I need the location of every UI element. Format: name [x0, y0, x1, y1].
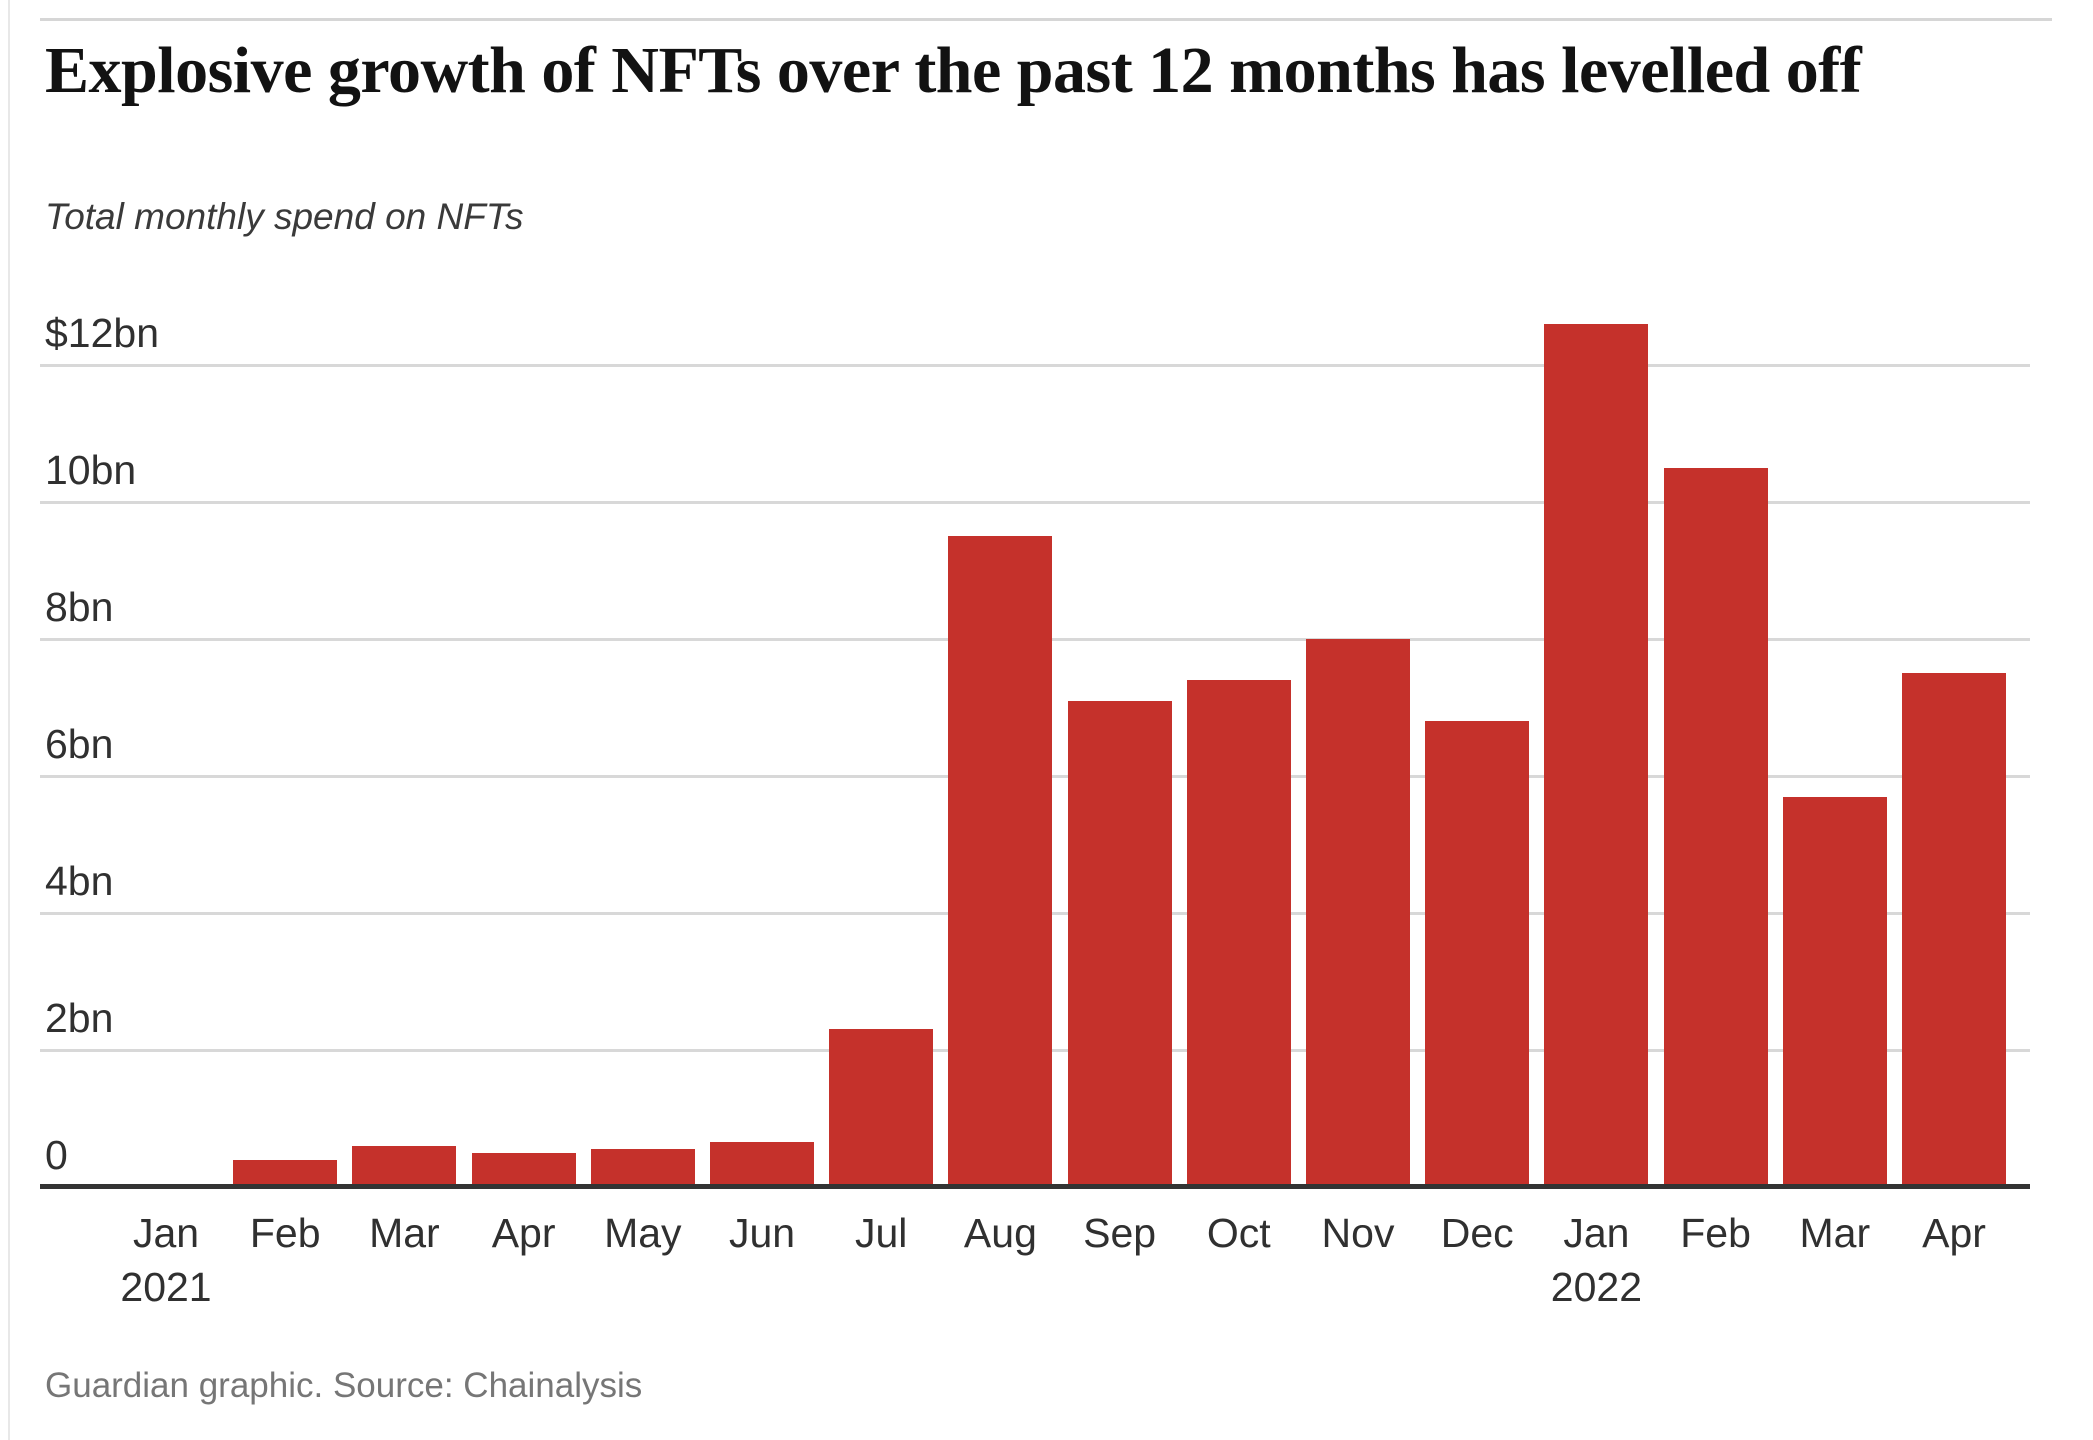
x-tick-label-mar-2: Mar	[369, 1210, 440, 1256]
source-credit: Guardian graphic. Source: Chainalysis	[45, 1366, 643, 1405]
gridline-10bn	[40, 501, 2030, 504]
bar-feb-1	[233, 1160, 337, 1187]
bar-dec-11	[1425, 721, 1529, 1187]
x-tick-label-aug-7: Aug	[963, 1210, 1037, 1256]
year-label-2022: 2022	[1550, 1264, 1642, 1310]
y-tick-label-10bn: 10bn	[45, 447, 137, 493]
y-tick-label-6bn: 6bn	[45, 721, 114, 767]
bar-may-4	[591, 1149, 695, 1187]
left-edge-border	[8, 0, 10, 1440]
bar-feb-13	[1664, 468, 1768, 1187]
bar-apr-3	[472, 1153, 576, 1187]
chart-subtitle: Total monthly spend on NFTs	[45, 196, 524, 237]
x-tick-label-jun-5: Jun	[728, 1210, 796, 1256]
x-tick-label-jan-12: Jan	[1563, 1210, 1630, 1256]
bar-sep-8	[1068, 701, 1172, 1187]
bar-jan-12	[1544, 324, 1648, 1187]
x-tick-label-oct-9: Oct	[1206, 1210, 1271, 1256]
y-tick-label-2bn: 2bn	[45, 995, 114, 1041]
page-title: Explosive growth of NFTs over the past 1…	[45, 34, 1862, 107]
y-tick-label-0: 0	[45, 1132, 68, 1178]
x-tick-label-feb-1: Feb	[249, 1210, 321, 1256]
bar-mar-14	[1783, 797, 1887, 1187]
bar-jul-6	[829, 1029, 933, 1187]
x-tick-label-nov-10: Nov	[1321, 1210, 1395, 1256]
bar-oct-9	[1187, 680, 1291, 1187]
y-tick-label-4bn: 4bn	[45, 858, 114, 904]
top-divider-rule	[40, 18, 2052, 21]
gridline-$12bn	[40, 364, 2030, 367]
x-tick-label-sep-8: Sep	[1083, 1210, 1157, 1256]
x-tick-label-mar-14: Mar	[1799, 1210, 1871, 1256]
bar-apr-15	[1902, 673, 2006, 1187]
x-tick-label-apr-15: Apr	[1922, 1210, 1986, 1256]
year-label-2021: 2021	[120, 1264, 212, 1310]
bar-mar-2	[352, 1146, 456, 1187]
x-tick-label-dec-11: Dec	[1440, 1210, 1514, 1256]
bar-aug-7	[948, 536, 1052, 1187]
x-tick-label-jan-0: Jan	[132, 1210, 200, 1256]
y-tick-label-8bn: 8bn	[45, 584, 114, 630]
bar-nov-10	[1306, 639, 1410, 1187]
x-tick-label-jul-6: Jul	[854, 1210, 908, 1256]
bar-jun-5	[710, 1142, 814, 1187]
x-tick-label-apr-3: Apr	[491, 1210, 556, 1256]
x-tick-label-may-4: May	[604, 1210, 682, 1256]
x-axis-baseline	[40, 1184, 2030, 1189]
x-tick-label-feb-13: Feb	[1680, 1210, 1751, 1256]
y-tick-label-$12bn: $12bn	[45, 310, 160, 356]
